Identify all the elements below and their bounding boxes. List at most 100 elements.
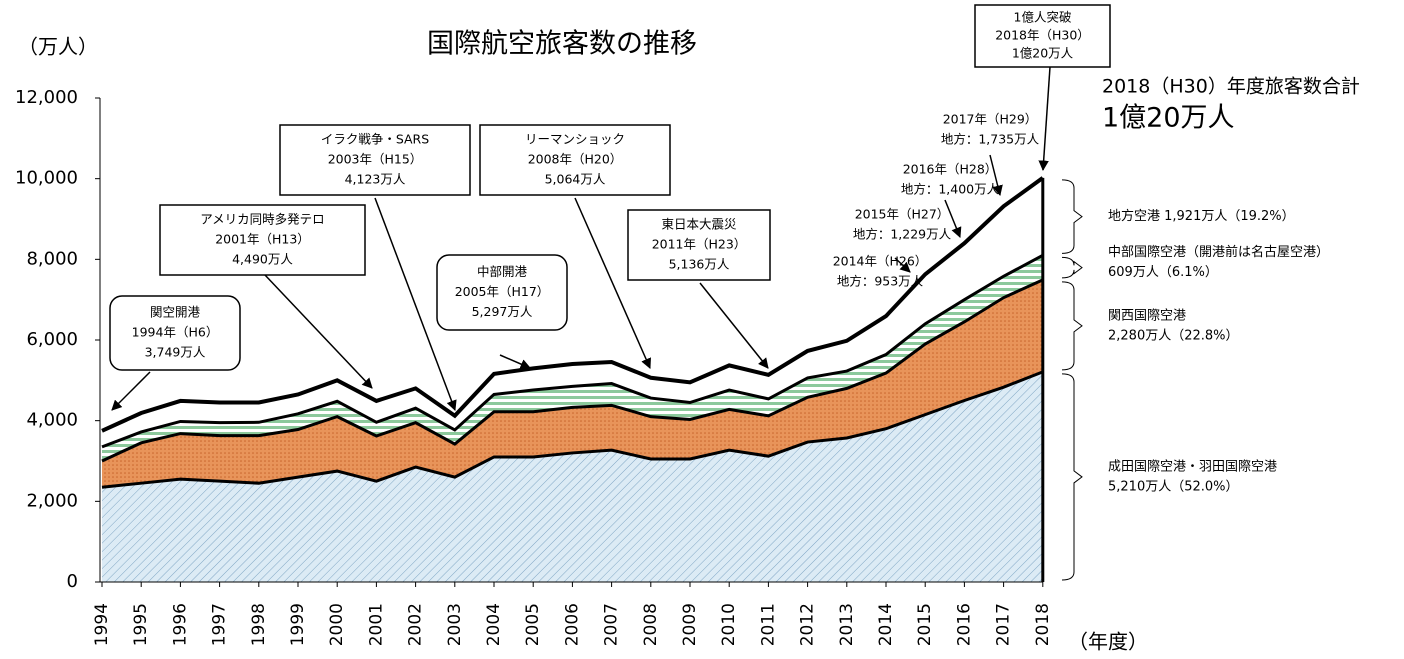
x-tick-label: 1997 xyxy=(210,603,230,646)
x-tick-label: 2013 xyxy=(837,603,857,646)
headline: 1億20万人 xyxy=(1102,103,1235,134)
annotation-text: 中部開港 xyxy=(477,264,528,279)
x-tick-label: 2009 xyxy=(680,603,700,646)
annotation-text: 地方：1,229万人 xyxy=(853,227,952,242)
annotation-text: 地方：1,735万人 xyxy=(941,132,1040,147)
x-tick-label: 1998 xyxy=(249,603,269,646)
y-tick-label: 4,000 xyxy=(26,410,78,431)
side-label: 中部国際空港（開港前は名古屋空港） xyxy=(1108,244,1329,260)
annotation-arrow xyxy=(894,257,911,273)
x-tick-label: 2016 xyxy=(954,603,974,646)
annotation-box xyxy=(479,124,671,196)
annotation-text: イラク戦争・SARS xyxy=(321,132,429,147)
y-tick-label: 0 xyxy=(67,571,78,592)
headline: 2018（H30）年度旅客数合計 xyxy=(1102,76,1360,98)
annotation-text: 2008年（H20） xyxy=(528,152,623,167)
bracket xyxy=(1061,179,1083,254)
annotation-text: 2016年（H28） xyxy=(903,162,998,177)
annotation-box xyxy=(159,204,366,276)
annotation-text: 5,136万人 xyxy=(669,257,730,272)
annotation-text: 2003年（H15） xyxy=(328,152,423,167)
x-label: （年度） xyxy=(1068,630,1148,654)
chart-title: 国際航空旅客数の推移 xyxy=(427,29,697,60)
bracket xyxy=(1061,281,1083,371)
side-label: 2,280万人（22.8%） xyxy=(1108,328,1239,343)
x-tick-label: 2004 xyxy=(484,603,504,646)
x-tick-label: 1999 xyxy=(288,603,308,646)
x-tick-label: 2003 xyxy=(445,603,465,646)
x-tick-label: 2010 xyxy=(719,603,739,646)
side-label: 609万人（6.1%） xyxy=(1108,265,1218,280)
y-tick-label: 12,000 xyxy=(15,87,78,108)
annotation-box xyxy=(974,4,1111,68)
annotation-text: 2017年（H29） xyxy=(943,112,1038,127)
x-tick-label: 2002 xyxy=(406,603,426,646)
annotation-text: リーマンショック xyxy=(525,132,625,147)
area xyxy=(102,371,1043,582)
annotation-box xyxy=(436,254,568,331)
annotation-text: 3,749万人 xyxy=(145,345,206,360)
bracket xyxy=(1061,373,1083,581)
annotation-text: 2014年（H26） xyxy=(833,254,928,269)
annotation-text: 4,123万人 xyxy=(345,172,406,187)
y-tick-label: 10,000 xyxy=(15,168,78,189)
annotation-text: 4,490万人 xyxy=(232,252,293,267)
annotation-text: 2015年（H27） xyxy=(855,207,950,222)
x-tick-label: 2000 xyxy=(327,603,347,646)
y-unit: （万人） xyxy=(18,35,98,59)
side-label: 地方空港 1,921万人（19.2%） xyxy=(1108,208,1295,224)
y-tick-label: 2,000 xyxy=(26,490,78,511)
x-tick-label: 2007 xyxy=(602,603,622,646)
x-tick-label: 2001 xyxy=(366,603,386,646)
annotation-arrow xyxy=(264,274,373,389)
annotation-arrow xyxy=(989,154,1003,197)
bracket xyxy=(1061,256,1083,279)
x-tick-label: 2017 xyxy=(994,603,1014,646)
annotation-box xyxy=(109,295,241,371)
x-tick-label: 2014 xyxy=(876,603,896,646)
area-edge xyxy=(101,254,1044,449)
x-tick-label: 2011 xyxy=(758,603,778,646)
x-tick-label: 2018 xyxy=(1033,603,1053,646)
annotation-arrow xyxy=(374,197,457,411)
annotation-text: 東日本大震災 xyxy=(661,217,737,232)
annotation-text: 地方：953万人 xyxy=(837,274,924,289)
y-tick-label: 8,000 xyxy=(26,248,78,269)
x-tick-label: 2008 xyxy=(641,603,661,646)
annotation-arrow xyxy=(944,199,962,238)
annotation-text: 2001年（H13） xyxy=(215,232,310,247)
annotation-text: 2005年（H17） xyxy=(455,284,550,299)
side-label: 関西国際空港 xyxy=(1108,308,1186,323)
side-label: 成田国際空港・羽田国際空港 xyxy=(1108,459,1277,474)
y-tick-label: 6,000 xyxy=(26,329,78,350)
annotation-arrow xyxy=(699,282,769,369)
annotation-arrow xyxy=(499,354,531,370)
area-edge xyxy=(101,176,1044,433)
annotation-text: 地方：1,400万人 xyxy=(901,182,1000,197)
annotation-text: 1994年（H6） xyxy=(132,325,219,340)
x-tick-label: 2012 xyxy=(798,603,818,646)
area xyxy=(102,279,1043,488)
area-edge xyxy=(101,278,1044,463)
annotation-arrow xyxy=(1038,66,1051,172)
annotation-box xyxy=(627,209,771,281)
annotation-box xyxy=(279,124,471,196)
x-tick-label: 1995 xyxy=(131,603,151,646)
annotation-text: アメリカ同時多発テロ xyxy=(200,212,324,227)
x-tick-label: 2005 xyxy=(523,603,543,646)
annotation-text: 関空開港 xyxy=(150,305,201,320)
x-tick-label: 1996 xyxy=(170,603,190,646)
area xyxy=(102,255,1043,461)
x-tick-label: 2006 xyxy=(562,603,582,646)
area xyxy=(102,177,1043,447)
annotation-text: 5,064万人 xyxy=(545,172,606,187)
annotation-text: 2018年（H30） xyxy=(995,28,1090,43)
annotation-text: 5,297万人 xyxy=(472,304,533,319)
x-tick-label: 1994 xyxy=(92,603,112,646)
x-tick-label: 2015 xyxy=(915,603,935,646)
annotation-text: 2011年（H23） xyxy=(652,237,747,252)
annotation-text: 1億20万人 xyxy=(1012,46,1074,61)
area-edge xyxy=(101,370,1044,489)
side-label: 5,210万人（52.0%） xyxy=(1108,479,1239,494)
